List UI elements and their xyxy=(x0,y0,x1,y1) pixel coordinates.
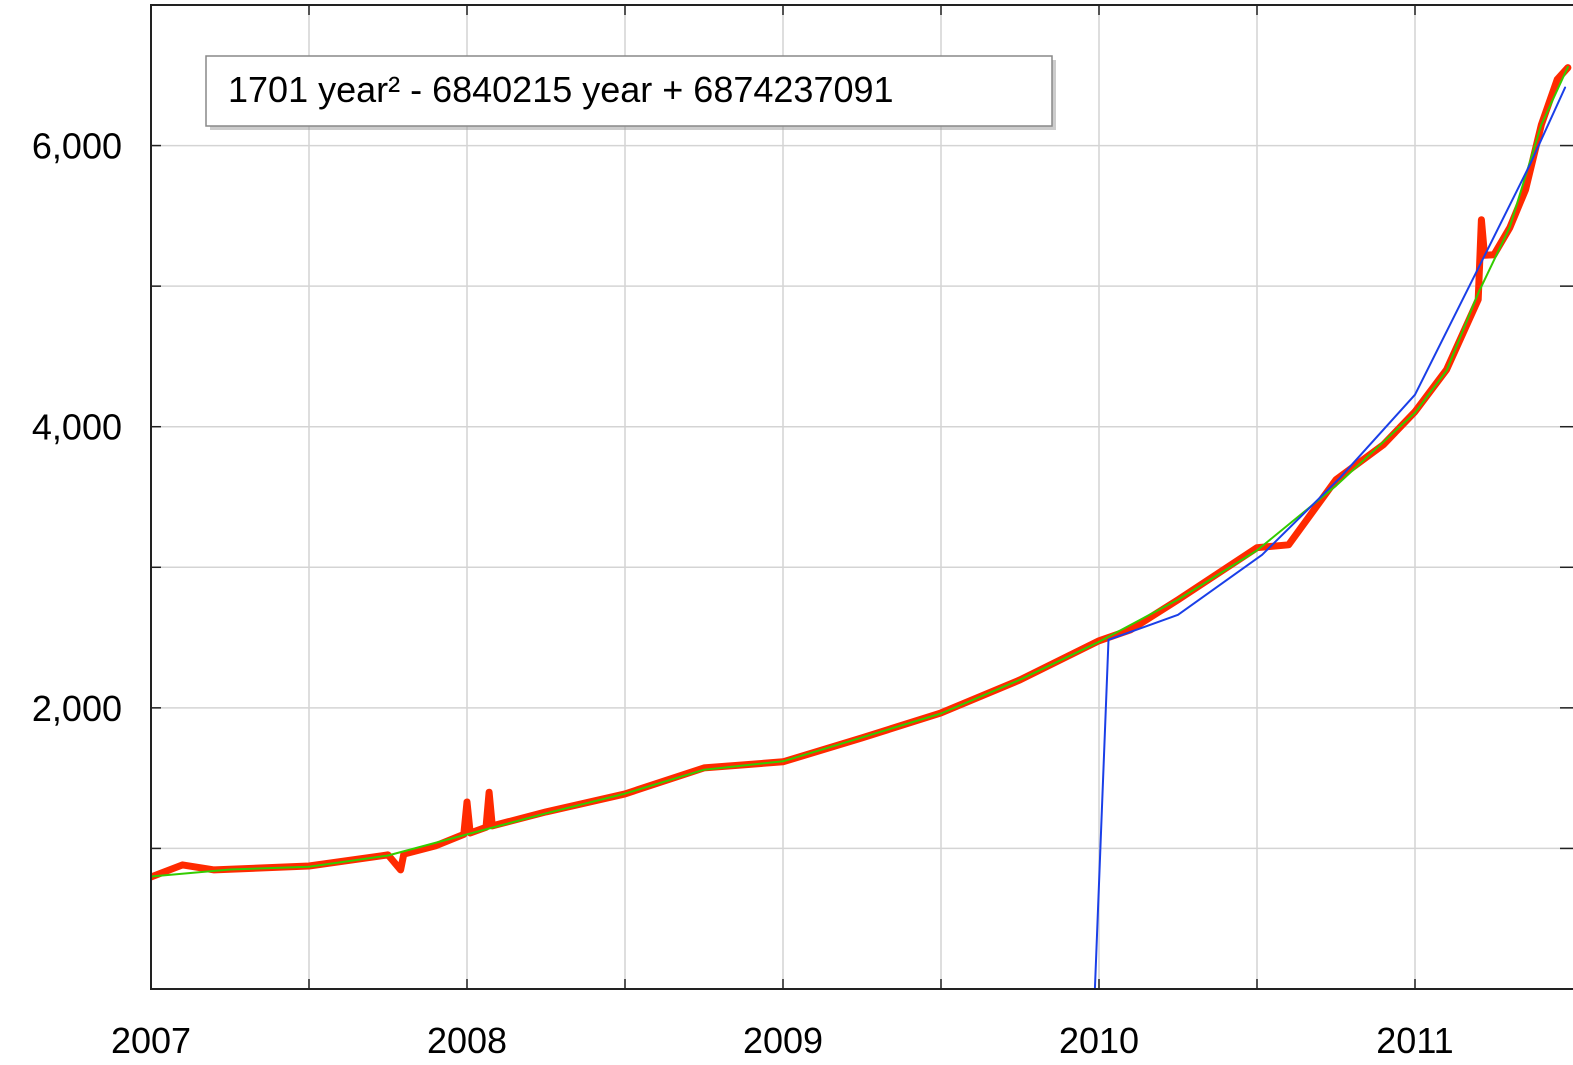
axis-frame xyxy=(150,4,1573,990)
series-line xyxy=(151,64,1572,881)
series-line xyxy=(151,65,1569,878)
y-tick-label: 6,000 xyxy=(32,126,122,167)
annotation-box: 1701 year² - 6840215 year + 6874237091 xyxy=(205,55,1056,130)
series-line xyxy=(1093,86,1567,989)
annotation: 1701 year² - 6840215 year + 6874237091 xyxy=(228,69,894,110)
x-tick-label: 2008 xyxy=(427,1020,507,1061)
x-tick-label: 2009 xyxy=(743,1020,823,1061)
plot-lines xyxy=(151,64,1572,989)
y-tick-label: 4,000 xyxy=(32,407,122,448)
x-tick-label: 2011 xyxy=(1376,1020,1453,1061)
y-tick-label: 2,000 xyxy=(32,688,122,729)
x-tick-label: 2010 xyxy=(1059,1020,1139,1061)
x-tick-label: 2007 xyxy=(111,1020,191,1061)
grid xyxy=(150,5,1573,989)
